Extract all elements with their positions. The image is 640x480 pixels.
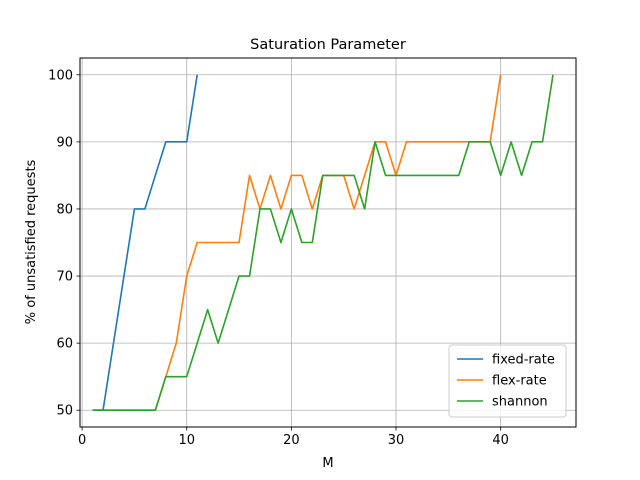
chart-title: Saturation Parameter [250,37,406,53]
series-line-fixed-rate [92,74,198,412]
legend-box [448,344,567,418]
legend-label: shannon [492,395,548,410]
x-tick-label: 20 [283,433,300,448]
y-tick-label: 60 [56,337,73,352]
x-tick-label: 0 [78,433,86,448]
y-axis-label: % of unsatisfied requests [24,159,39,324]
legend-label: flex-rate [492,374,547,389]
y-tick-label: 100 [48,68,73,83]
y-tick-label: 70 [56,270,73,285]
legend-label: fixed-rate [492,353,555,368]
axis-ticks: 0 10 20 30 40 50 60 70 80 90 100 [48,68,509,448]
series-lines [92,74,554,412]
plot-frame [79,57,577,428]
y-tick-label: 80 [56,202,73,217]
grid [80,58,576,427]
x-tick-label: 10 [178,433,195,448]
series-line-shannon [92,74,554,412]
x-tick-label: 40 [492,433,509,448]
legend: fixed-rate flex-rate shannon [448,344,567,418]
x-tick-label: 30 [388,433,405,448]
x-axis-label: M [322,456,333,471]
y-tick-label: 50 [56,404,73,419]
y-tick-label: 90 [56,135,73,150]
